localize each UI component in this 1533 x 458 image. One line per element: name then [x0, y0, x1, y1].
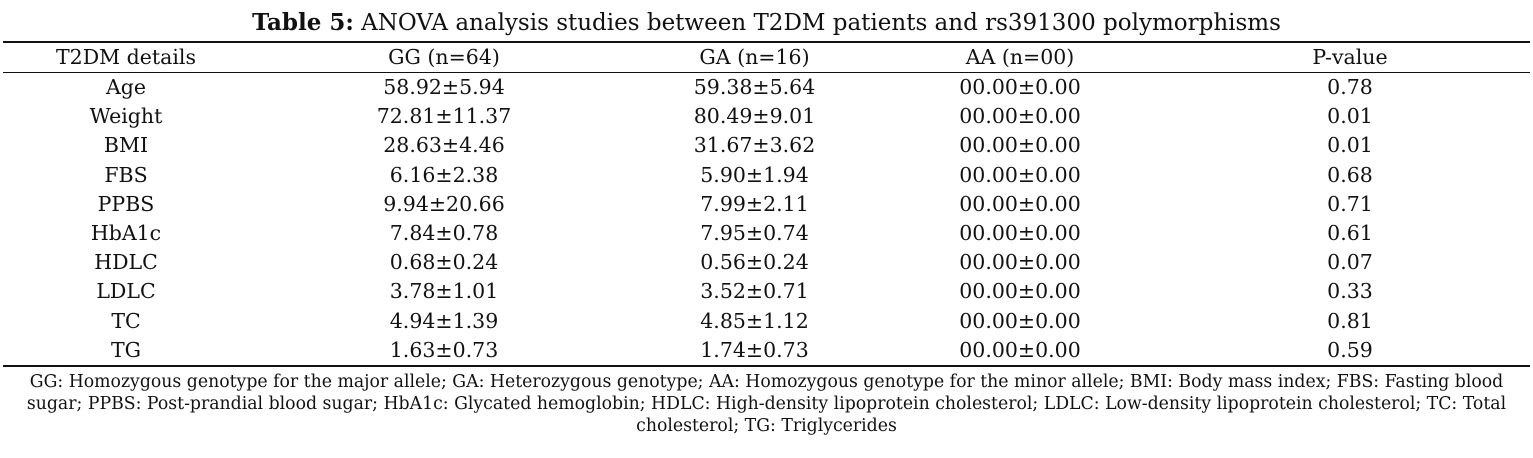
aa-value: 00.00±0.00 — [959, 104, 1081, 129]
table-row: HDLC 0.68±0.24 0.56±0.24 00.00±0.00 0.07 — [3, 248, 1530, 277]
table-row: Weight 72.81±11.37 80.49±9.01 00.00±0.00… — [3, 102, 1530, 131]
table-caption-text: ANOVA analysis studies between T2DM pati… — [361, 10, 1281, 36]
row-label: HbA1c — [90, 221, 162, 246]
gg-value: 28.63±4.46 — [383, 133, 505, 158]
row-label: PPBS — [97, 191, 155, 216]
gg-value: 7.84±0.78 — [389, 221, 499, 246]
table-row: FBS 6.16±2.38 5.90±1.94 00.00±0.00 0.68 — [3, 161, 1530, 190]
aa-value: 00.00±0.00 — [959, 162, 1081, 187]
row-label: TC — [111, 308, 141, 333]
gg-value: 9.94±20.66 — [383, 191, 505, 216]
ga-value: 59.38±5.64 — [693, 75, 816, 100]
gg-value: 72.81±11.37 — [376, 104, 512, 129]
gg-value: 58.92±5.94 — [383, 75, 505, 100]
ga-value: 3.52±0.71 — [700, 279, 809, 304]
gg-value: 1.63±0.73 — [249, 335, 639, 367]
anova-table: T2DM details GG (n=64) GA (n=16) AA (n=0… — [3, 41, 1530, 367]
p-value: 0.07 — [1327, 250, 1373, 275]
table-row: Age 58.92±5.94 59.38±5.64 00.00±0.00 0.7… — [3, 73, 1530, 103]
ga-value: 5.90±1.94 — [700, 162, 809, 187]
p-value: 0.59 — [1170, 335, 1530, 367]
header-t2dm-details: T2DM details — [3, 41, 249, 73]
row-label: TG — [3, 335, 249, 367]
ga-value: 0.56±0.24 — [700, 250, 809, 275]
ga-value: 80.49±9.01 — [693, 104, 816, 129]
table-row: TC 4.94±1.39 4.85±1.12 00.00±0.00 0.81 — [3, 307, 1530, 336]
row-label: Weight — [89, 104, 163, 129]
row-label: BMI — [103, 133, 149, 158]
aa-value: 00.00±0.00 — [959, 250, 1081, 275]
table-row: LDLC 3.78±1.01 3.52±0.71 00.00±0.00 0.33 — [3, 277, 1530, 306]
aa-value: 00.00±0.00 — [959, 75, 1081, 100]
ga-value: 4.85±1.12 — [700, 308, 809, 333]
aa-value: 00.00±0.00 — [959, 279, 1081, 304]
table-row: PPBS 9.94±20.66 7.99±2.11 00.00±0.00 0.7… — [3, 190, 1530, 219]
gg-value: 6.16±2.38 — [389, 162, 499, 187]
aa-value: 00.00±0.00 — [959, 221, 1081, 246]
p-value: 0.81 — [1327, 308, 1373, 333]
p-value: 0.01 — [1327, 133, 1373, 158]
p-value: 0.68 — [1327, 162, 1373, 187]
gg-value: 4.94±1.39 — [389, 308, 499, 333]
aa-value: 00.00±0.00 — [959, 191, 1081, 216]
aa-value: 00.00±0.00 — [870, 335, 1170, 367]
header-gg: GG (n=64) — [249, 41, 639, 73]
gg-value: 0.68±0.24 — [389, 250, 499, 275]
ga-value: 31.67±3.62 — [693, 133, 816, 158]
p-value: 0.01 — [1327, 104, 1373, 129]
header-row: T2DM details GG (n=64) GA (n=16) AA (n=0… — [3, 41, 1530, 73]
header-p-value: P-value — [1170, 41, 1530, 73]
table-row: HbA1c 7.84±0.78 7.95±0.74 00.00±0.00 0.6… — [3, 219, 1530, 248]
table-caption: Table 5: ANOVA analysis studies between … — [0, 8, 1533, 38]
p-value: 0.78 — [1327, 75, 1373, 100]
table-row: TG 1.63±0.73 1.74±0.73 00.00±0.00 0.59 — [3, 335, 1530, 367]
header-aa: AA (n=00) — [870, 41, 1170, 73]
ga-value: 7.99±2.11 — [700, 191, 809, 216]
aa-value: 00.00±0.00 — [959, 133, 1081, 158]
table-row: BMI 28.63±4.46 31.67±3.62 00.00±0.00 0.0… — [3, 131, 1530, 160]
table-footnote: GG: Homozygous genotype for the major al… — [26, 372, 1507, 436]
aa-value: 00.00±0.00 — [959, 308, 1081, 333]
p-value: 0.71 — [1327, 191, 1373, 216]
p-value: 0.33 — [1327, 279, 1373, 304]
header-ga: GA (n=16) — [639, 41, 870, 73]
ga-value: 7.95±0.74 — [700, 221, 809, 246]
row-label: HDLC — [94, 250, 158, 275]
row-label: FBS — [104, 162, 148, 187]
row-label: LDLC — [96, 279, 156, 304]
gg-value: 3.78±1.01 — [389, 279, 499, 304]
p-value: 0.61 — [1327, 221, 1373, 246]
row-label: Age — [105, 75, 147, 100]
table-caption-label: Table 5: — [252, 9, 354, 36]
ga-value: 1.74±0.73 — [639, 335, 870, 367]
table-body: Age 58.92±5.94 59.38±5.64 00.00±0.00 0.7… — [3, 73, 1530, 367]
table-header: T2DM details GG (n=64) GA (n=16) AA (n=0… — [3, 41, 1530, 73]
